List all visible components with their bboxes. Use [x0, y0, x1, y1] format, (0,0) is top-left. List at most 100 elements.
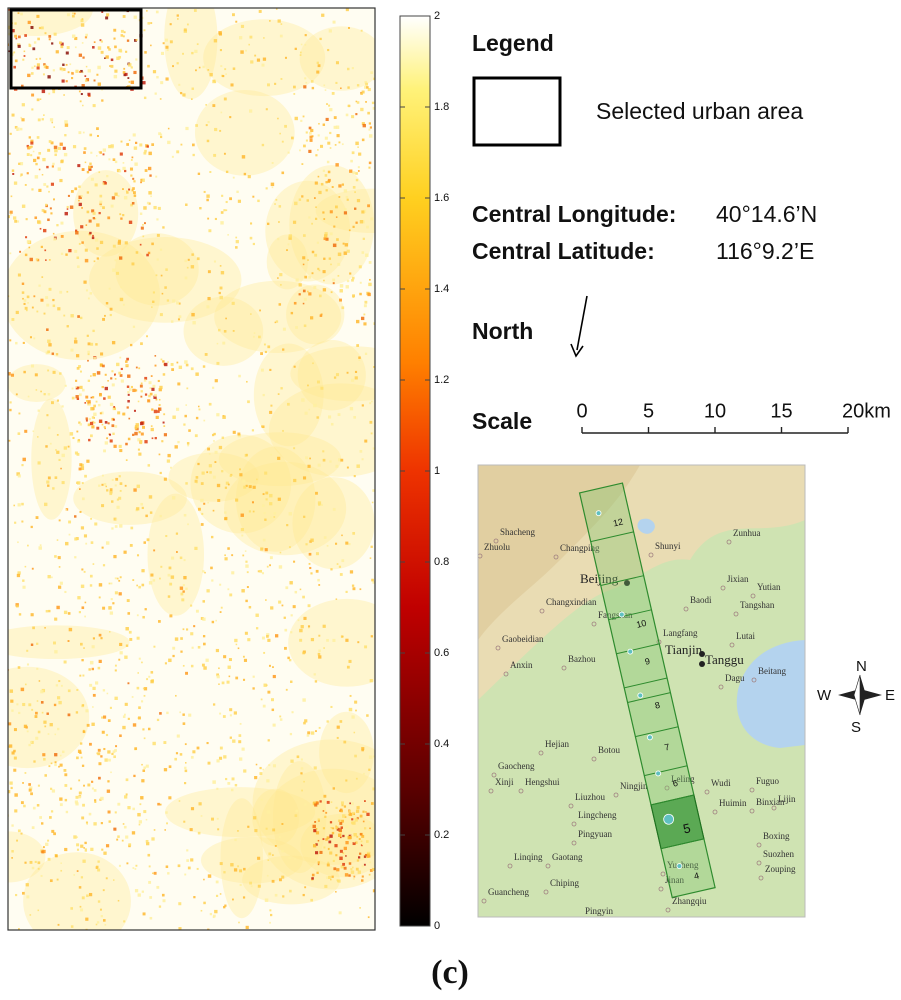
- speckle: [144, 440, 148, 444]
- speckle: [131, 262, 135, 266]
- speckle: [262, 393, 265, 397]
- speckle: [182, 628, 185, 631]
- speckle: [31, 866, 35, 870]
- speckle: [87, 69, 91, 73]
- speckle: [118, 592, 122, 596]
- speckle: [81, 388, 85, 392]
- speckle: [242, 479, 246, 483]
- speckle: [127, 391, 130, 394]
- speckle: [304, 275, 308, 279]
- speckle: [203, 190, 206, 193]
- speckle: [89, 231, 92, 235]
- speckle: [78, 131, 82, 135]
- speckle: [103, 397, 106, 400]
- speckle: [280, 23, 283, 25]
- place-label: Zunhua: [733, 528, 761, 538]
- speckle: [215, 648, 220, 653]
- speckle: [265, 498, 268, 501]
- speckle: [310, 843, 313, 846]
- speckle: [58, 765, 60, 768]
- speckle: [266, 810, 271, 814]
- speckle: [263, 343, 266, 346]
- speckle: [16, 839, 19, 842]
- speckle: [100, 352, 104, 356]
- speckle: [205, 124, 208, 127]
- speckle: [27, 544, 29, 547]
- speckle: [272, 828, 276, 832]
- speckle: [370, 545, 373, 548]
- speckle: [103, 482, 107, 486]
- speckle: [325, 117, 329, 122]
- speckle: [174, 637, 179, 641]
- speckle: [245, 453, 248, 456]
- speckle: [311, 250, 315, 254]
- speckle: [339, 836, 342, 839]
- speckle: [129, 543, 133, 547]
- speckle: [81, 207, 83, 209]
- speckle: [78, 185, 81, 188]
- speckle: [150, 427, 154, 432]
- speckle: [78, 393, 82, 397]
- place-label: Langfang: [663, 628, 698, 638]
- speckle: [260, 547, 264, 551]
- speckle: [73, 874, 76, 876]
- speckle: [132, 325, 136, 328]
- speckle: [371, 501, 374, 504]
- speckle: [340, 87, 342, 90]
- raster-patch: [214, 280, 342, 354]
- speckle: [194, 479, 198, 483]
- speckle: [119, 734, 122, 738]
- speckle: [107, 780, 110, 783]
- speckle: [127, 399, 130, 403]
- speckle: [326, 836, 330, 840]
- speckle: [135, 423, 139, 427]
- speckle: [159, 577, 161, 580]
- speckle: [124, 655, 128, 659]
- speckle: [178, 83, 181, 86]
- speckle: [196, 257, 200, 261]
- speckle: [92, 104, 96, 108]
- speckle: [85, 65, 88, 68]
- speckle: [80, 19, 84, 23]
- speckle: [150, 671, 154, 674]
- speckle: [223, 655, 227, 659]
- speckle: [59, 372, 62, 375]
- speckle: [247, 638, 251, 642]
- speckle: [235, 240, 239, 244]
- speckle: [213, 153, 217, 157]
- speckle: [109, 65, 111, 67]
- speckle: [222, 75, 225, 78]
- speckle: [56, 434, 59, 436]
- speckle: [281, 875, 285, 879]
- speckle: [107, 422, 110, 425]
- raster-patch: [8, 364, 66, 402]
- speckle: [249, 236, 253, 240]
- speckle: [52, 69, 55, 72]
- speckle: [358, 152, 362, 156]
- speckle: [369, 278, 371, 281]
- speckle: [93, 41, 96, 44]
- speckle: [28, 136, 31, 139]
- speckle: [335, 125, 340, 129]
- strip-divider: [644, 765, 688, 777]
- place-dot: [648, 552, 654, 558]
- speckle: [122, 166, 126, 171]
- speckle: [326, 545, 329, 547]
- speckle: [30, 25, 34, 29]
- speckle: [52, 487, 55, 490]
- speckle: [139, 384, 143, 388]
- speckle: [207, 928, 210, 930]
- speckle: [332, 278, 336, 282]
- speckle: [268, 664, 271, 667]
- speckle: [55, 353, 59, 356]
- speckle: [260, 698, 263, 701]
- speckle: [134, 162, 138, 166]
- speckle: [98, 659, 102, 663]
- speckle: [356, 806, 360, 810]
- raster-patch: [319, 711, 374, 794]
- speckle: [324, 89, 327, 91]
- speckle: [31, 108, 34, 111]
- speckle: [193, 625, 196, 628]
- speckle: [293, 560, 296, 563]
- speckle: [25, 309, 28, 312]
